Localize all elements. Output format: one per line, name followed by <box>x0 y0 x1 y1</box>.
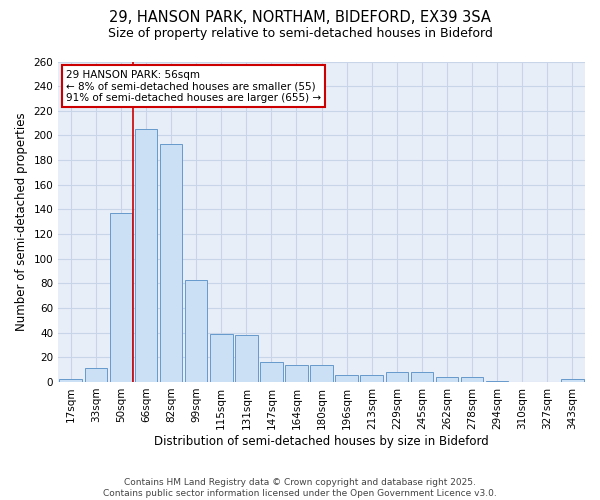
Bar <box>210 334 233 382</box>
Bar <box>134 130 157 382</box>
Text: 29 HANSON PARK: 56sqm
← 8% of semi-detached houses are smaller (55)
91% of semi-: 29 HANSON PARK: 56sqm ← 8% of semi-detac… <box>66 70 321 102</box>
Bar <box>561 380 584 382</box>
Bar <box>410 372 433 382</box>
Y-axis label: Number of semi-detached properties: Number of semi-detached properties <box>15 112 28 331</box>
Bar <box>361 374 383 382</box>
Bar <box>461 377 484 382</box>
Bar <box>386 372 408 382</box>
Bar <box>59 380 82 382</box>
Bar <box>436 377 458 382</box>
Bar <box>160 144 182 382</box>
Bar <box>335 374 358 382</box>
Bar <box>85 368 107 382</box>
X-axis label: Distribution of semi-detached houses by size in Bideford: Distribution of semi-detached houses by … <box>154 434 489 448</box>
Text: 29, HANSON PARK, NORTHAM, BIDEFORD, EX39 3SA: 29, HANSON PARK, NORTHAM, BIDEFORD, EX39… <box>109 10 491 25</box>
Bar <box>310 364 333 382</box>
Text: Contains HM Land Registry data © Crown copyright and database right 2025.
Contai: Contains HM Land Registry data © Crown c… <box>103 478 497 498</box>
Bar <box>260 362 283 382</box>
Bar <box>235 335 257 382</box>
Bar <box>486 380 508 382</box>
Text: Size of property relative to semi-detached houses in Bideford: Size of property relative to semi-detach… <box>107 28 493 40</box>
Bar <box>285 364 308 382</box>
Bar <box>110 213 132 382</box>
Bar <box>185 280 208 382</box>
